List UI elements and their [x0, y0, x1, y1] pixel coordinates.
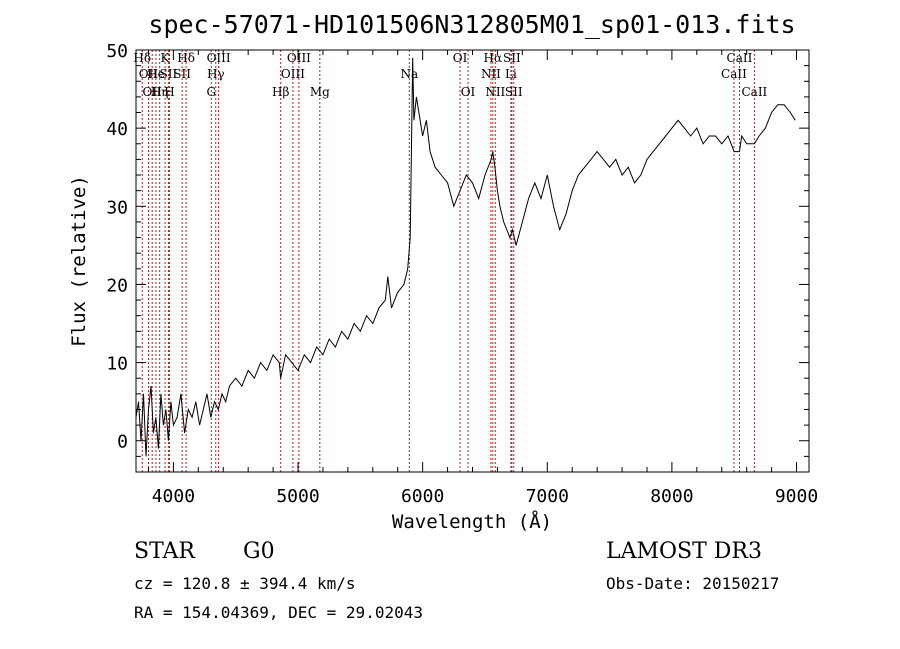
line-marker-label: Na — [400, 67, 418, 81]
redshift-readout: cz = 120.8 ± 394.4 km/s — [134, 574, 356, 593]
line-marker-label: OII — [139, 67, 159, 81]
x-tick-label: 6000 — [401, 486, 444, 507]
line-markers — [141, 50, 755, 472]
x-tick-label: 4000 — [152, 486, 195, 507]
line-marker-label: G — [206, 85, 216, 99]
y-tick-label: 50 — [106, 41, 128, 62]
line-marker-label: SII — [173, 67, 191, 81]
line-marker-label: Hβ — [272, 85, 289, 99]
subclass: G0 — [243, 539, 275, 564]
line-marker-label: SII — [503, 51, 521, 65]
line-marker-label: CaII — [721, 67, 747, 81]
y-tick-label: 10 — [106, 354, 128, 375]
line-marker-label: CaII — [727, 51, 753, 65]
x-tick-label: 9000 — [775, 486, 818, 507]
plot-frame — [135, 49, 810, 473]
x-tick-label: 8000 — [650, 486, 693, 507]
line-marker-label: NII — [485, 85, 505, 99]
line-marker-labels: HδOIIOIIHeHηKHSIIHδSIIGHγOIIIHβOIIIOIIIM… — [133, 51, 767, 99]
line-marker-label: Hη — [151, 85, 169, 99]
line-marker-label: Hα — [484, 51, 503, 65]
line-marker-label: Hδ — [133, 51, 151, 65]
line-marker-label: H — [164, 85, 174, 99]
line-marker-label: OIII — [207, 51, 231, 65]
y-axis-label: Flux (relative) — [68, 175, 90, 347]
line-marker-label: OI — [453, 51, 468, 65]
line-marker-label: NII — [481, 67, 501, 81]
y-tick-label: 0 — [117, 432, 128, 453]
chart-title: spec-57071-HD101506N312805M01_sp01-013.f… — [148, 10, 795, 39]
line-marker-label: K — [161, 51, 171, 65]
line-marker-label: OII — [143, 85, 163, 99]
x-axis-ticks: 4000 5000 6000 7000 8000 9000 — [147, 50, 818, 507]
line-marker-label: SII — [505, 85, 523, 99]
survey-name: LAMOST DR3 — [606, 539, 762, 564]
line-marker-label: OIII — [287, 51, 311, 65]
object-class: STAR — [134, 539, 195, 564]
y-axis-ticks: 0 10 20 30 40 50 — [106, 41, 809, 457]
obs-date: Obs-Date: 20150217 — [606, 574, 780, 593]
line-marker-label: Li — [505, 67, 517, 81]
spectrum-line — [135, 57, 796, 457]
coordinates: RA = 154.04369, DEC = 29.02043 — [134, 603, 423, 622]
line-marker-label: OI — [461, 85, 476, 99]
line-marker-label: Hδ — [177, 51, 195, 65]
line-marker-label: Mg — [310, 85, 330, 99]
y-tick-label: 20 — [106, 275, 128, 296]
y-tick-label: 30 — [106, 197, 128, 218]
x-tick-label: 7000 — [526, 486, 569, 507]
line-marker-label: OIII — [281, 67, 305, 81]
line-marker-label: SII — [160, 67, 178, 81]
spectrum-chart: spec-57071-HD101506N312805M01_sp01-013.f… — [68, 10, 818, 533]
x-tick-label: 5000 — [276, 486, 319, 507]
x-axis-label: Wavelength (Å) — [392, 510, 552, 533]
line-marker-label: Hγ — [207, 67, 225, 81]
line-marker-label: He — [147, 67, 165, 81]
y-tick-label: 40 — [106, 119, 128, 140]
line-marker-label: CaII — [741, 85, 767, 99]
